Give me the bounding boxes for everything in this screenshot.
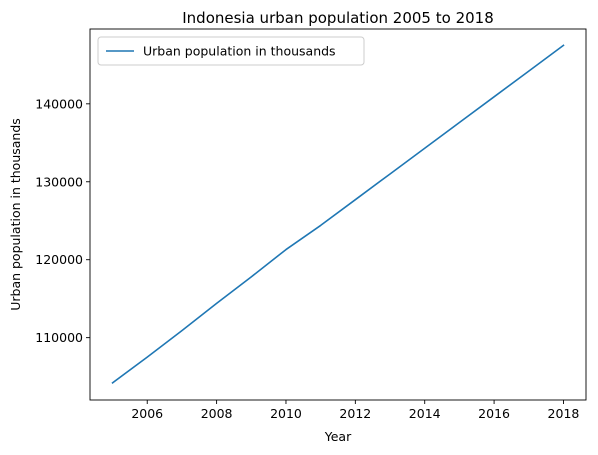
x-tick-label: 2010 (270, 406, 302, 421)
legend-box (97, 36, 365, 66)
x-tick-label: 2014 (409, 406, 441, 421)
x-axis-label: Year (324, 429, 352, 444)
x-tick-label: 2018 (548, 406, 580, 421)
series-line-0 (111, 44, 565, 384)
x-tick-label: 2006 (131, 406, 163, 421)
y-tick-label: 140000 (35, 96, 83, 111)
x-tick-label: 2012 (339, 406, 371, 421)
chart-title: Indonesia urban population 2005 to 2018 (182, 9, 494, 27)
y-tick-label: 110000 (35, 330, 83, 345)
x-axis-ticks: 2006 2008 2010 2012 2014 2016 2018 (131, 400, 579, 421)
legend-label: Urban population in thousands (143, 44, 336, 59)
plot-area (89, 28, 587, 401)
y-axis-ticks: 110000 120000 130000 140000 (35, 96, 90, 345)
x-tick-label: 2008 (201, 406, 233, 421)
legend: Urban population in thousands (97, 36, 365, 66)
axes-frame (89, 28, 587, 401)
y-tick-label: 130000 (35, 174, 83, 189)
y-tick-label: 120000 (35, 252, 83, 267)
x-tick-label: 2016 (478, 406, 510, 421)
y-axis-label: Urban population in thousands (8, 118, 23, 311)
